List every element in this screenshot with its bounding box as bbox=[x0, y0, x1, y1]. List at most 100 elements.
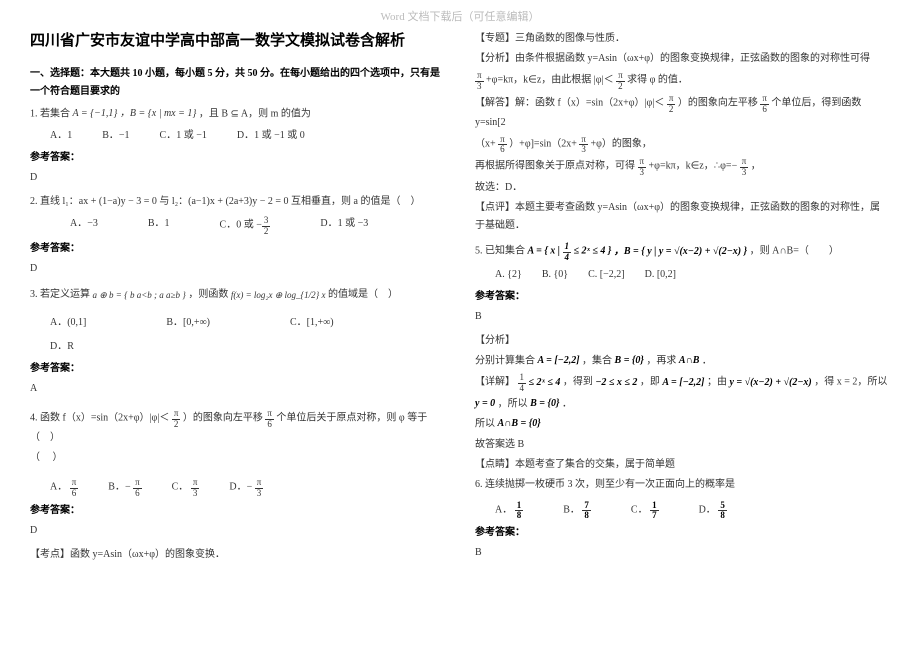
q2-opt-c: C．0 或 −32 bbox=[220, 215, 271, 236]
q5-xjA: A = [−2,2] bbox=[662, 374, 704, 392]
q2-options: A．−3 B．1 C．0 或 −32 D．1 或 −3 bbox=[70, 215, 445, 236]
q5-A2: ≤ 2ˣ ≤ 4 } bbox=[571, 246, 611, 257]
q4-kd: 【考点】函数 y=Asin（ωx+φ）的图象变换． bbox=[30, 546, 445, 564]
q1-set-a: A = {−1,1} bbox=[73, 105, 118, 123]
q3-opt-d: D．R bbox=[50, 338, 74, 356]
q5-xja: 【详解】 bbox=[475, 377, 515, 388]
q3-ans: A bbox=[30, 380, 445, 398]
r-zt: 【专题】三角函数的图像与性质． bbox=[475, 30, 890, 48]
q5-opt-a: A. {2} bbox=[495, 266, 522, 284]
r-l2-d2: 3 bbox=[579, 145, 588, 155]
q1-opt-c: C．1 或 −1 bbox=[160, 127, 207, 145]
q2-opt-d: D．1 或 −3 bbox=[320, 215, 368, 236]
r-line3: 再根据所得图象关于原点对称，可得 π3 +φ=kπ，k∈z，∴φ=− π3 ， bbox=[475, 156, 890, 177]
q5-Ad: 4 bbox=[563, 253, 572, 263]
q5-A: A = { x | 14 ≤ 2ˣ ≤ 4 } bbox=[528, 241, 612, 262]
q5-xjg: ，得 x = 2，所以 bbox=[814, 377, 887, 388]
r-l2a: （x+ bbox=[475, 138, 496, 149]
q6-a-d: 8 bbox=[515, 511, 524, 521]
q4-opt-b: B．− π6 bbox=[108, 477, 141, 498]
r-eq1-d: 3 bbox=[475, 82, 484, 92]
right-column: 【专题】三角函数的图像与性质． 【分析】由条件根据函数 y=Asin（ωx+φ）… bbox=[475, 28, 890, 568]
q5-xjc: ，得到 bbox=[563, 377, 593, 388]
q5-ans: B bbox=[475, 308, 890, 326]
q3-piece: a ⊕ b = { b a<b ; a a≥b } bbox=[93, 287, 186, 303]
r-eq1-b: 求得 φ 的值． bbox=[627, 75, 688, 86]
r-l3-d2: 3 bbox=[740, 168, 749, 178]
q4-a-pre: A． bbox=[50, 482, 67, 493]
q4-s1: 4. 函数 f（x）=sin（2x+φ）|φ|＜ bbox=[30, 413, 169, 424]
r-l3b: +φ=kπ，k∈z，∴φ=− bbox=[649, 161, 738, 172]
q1-options: A．1 B．−1 C．1 或 −1 D．1 或 −1 或 0 bbox=[50, 127, 445, 145]
q5-stem: 5. 已知集合 A = { x | 14 ≤ 2ˣ ≤ 4 } ，B = { y… bbox=[475, 241, 890, 262]
q3-opt-a: A．(0,1] bbox=[50, 314, 86, 332]
q4-blank: （ ） bbox=[30, 449, 445, 467]
q5-tail: ，则 A∩B=（ ） bbox=[750, 246, 839, 257]
q6-a-pre: A． bbox=[495, 504, 512, 515]
watermark-text: Word 文档下载后（可任意编辑） bbox=[0, 8, 920, 24]
q4-opt-a: A． π6 bbox=[50, 477, 78, 498]
q4-opt-d: D．− π3 bbox=[229, 477, 263, 498]
q1-opt-b: B．−1 bbox=[102, 127, 129, 145]
q5-dp: 【点睛】本题考查了集合的交集，属于简单题 bbox=[475, 456, 890, 474]
q5-xj: 【详解】 14 ≤ 2ˣ ≤ 4 ，得到 −2 ≤ x ≤ 2 ，即 A = [… bbox=[475, 372, 890, 393]
r-eq1-d2: 2 bbox=[616, 82, 625, 92]
r-jd2: ）的图象向左平移 bbox=[678, 97, 758, 108]
q1-stem: 1. 若集合 A = {−1,1} ，B = {x | mx = 1} ，且 B… bbox=[30, 105, 445, 123]
q5-xjb: ≤ 2ˣ ≤ 4 bbox=[529, 374, 561, 392]
q3-stem: 3. 若定义运算 a ⊕ b = { b a<b ; a a≥b } ，则函数 … bbox=[30, 286, 445, 304]
q3-a: 3. 若定义运算 bbox=[30, 289, 90, 300]
q5-so: ，所以 bbox=[498, 398, 528, 409]
r-l3-d: 3 bbox=[638, 168, 647, 178]
q6-ans: B bbox=[475, 544, 890, 562]
q3-options-row2: D．R bbox=[50, 338, 445, 356]
r-l2c: +φ）的图象， bbox=[590, 138, 651, 149]
q4-options: A． π6 B．− π6 C． π3 D．− π3 bbox=[50, 477, 445, 498]
q4-d-d: 3 bbox=[255, 489, 264, 499]
q5-so2: 所以 A∩B = {0} bbox=[475, 415, 890, 433]
q4-b-pre: B．− bbox=[108, 482, 130, 493]
q5-fx2: 分别计算集合 A = [−2,2] ，集合 B = {0} ，再求 A∩B ． bbox=[475, 352, 890, 370]
q5-xjf: ；由 bbox=[707, 377, 727, 388]
r-l2b: ）+φ]=sin（2x+ bbox=[509, 138, 577, 149]
q5-opt-c: C. [−2,2] bbox=[588, 266, 624, 284]
q6-opt-b: B． 78 bbox=[563, 500, 591, 521]
r-l2-d1: 6 bbox=[498, 145, 507, 155]
q6-c-d: 7 bbox=[650, 511, 659, 521]
q1-tail: ，且 B ⊆ A，则 m 的值为 bbox=[199, 108, 311, 119]
r-eq1: π3 +φ=kπ，k∈z，由此根据 |φ|＜ π2 求得 φ 的值． bbox=[475, 70, 890, 91]
q3-ans-label: 参考答案： bbox=[30, 360, 445, 378]
q5-y0: y = 0 ，所以 B = {0} ． bbox=[475, 395, 890, 413]
q6-opt-c: C． 17 bbox=[631, 500, 659, 521]
q3-opt-b: B．[0,+∞) bbox=[166, 314, 210, 332]
q4-s2: ）的图象向左平移 bbox=[183, 413, 263, 424]
r-eq1-a: +φ=kπ，k∈z，由此根据 |φ|＜ bbox=[486, 75, 614, 86]
q5-fx: 【分析】 bbox=[475, 332, 890, 350]
r-l3a: 再根据所得图象关于原点对称，可得 bbox=[475, 161, 635, 172]
q4-d-pre: D．− bbox=[229, 482, 252, 493]
q3-opt-c: C．[1,+∞) bbox=[290, 314, 334, 332]
r-jd: 【解答】解：函数 f（x）=sin（2x+φ）|φ|＜ π2 ）的图象向左平移 … bbox=[475, 93, 890, 132]
q5-A1: A = { x | bbox=[528, 246, 563, 257]
r-line2: （x+ π6 ）+φ]=sin（2x+ π3 +φ）的图象， bbox=[475, 134, 890, 155]
q6-c-pre: C． bbox=[631, 504, 648, 515]
q1-opt-a: A．1 bbox=[50, 127, 72, 145]
q5-so2t: 所以 bbox=[475, 419, 495, 430]
q1-ans: D bbox=[30, 169, 445, 187]
q3-b: ，则函数 bbox=[188, 289, 228, 300]
q2-stem: 2. 直线 l₁：ax + (1−a)y − 3 = 0 与 l₂：(a−1)x… bbox=[30, 193, 445, 211]
q1-opt-d: D．1 或 −1 或 0 bbox=[237, 127, 305, 145]
q1-text: 1. 若集合 bbox=[30, 108, 70, 119]
q5-B: ，B = { y | y = √(x−2) + √(2−x) } bbox=[614, 243, 747, 261]
r-jd2-d: 6 bbox=[760, 105, 769, 115]
q5-xjd2: −2 ≤ x ≤ 2 bbox=[595, 374, 637, 392]
q6-d-pre: D． bbox=[699, 504, 716, 515]
q5-y0t: y = 0 bbox=[475, 395, 495, 413]
q4-c-pre: C． bbox=[172, 482, 189, 493]
q2-opt-a: A．−3 bbox=[70, 215, 98, 236]
r-jd1: 【解答】解：函数 f（x）=sin（2x+φ）|φ|＜ bbox=[475, 97, 664, 108]
q5-fx2c: ，再求 bbox=[646, 355, 676, 366]
q1-set-b: ，B = {x | mx = 1} bbox=[120, 105, 196, 123]
q5-ans-label: 参考答案： bbox=[475, 288, 890, 306]
q5-xjB: y = √(x−2) + √(2−x) bbox=[729, 374, 811, 392]
